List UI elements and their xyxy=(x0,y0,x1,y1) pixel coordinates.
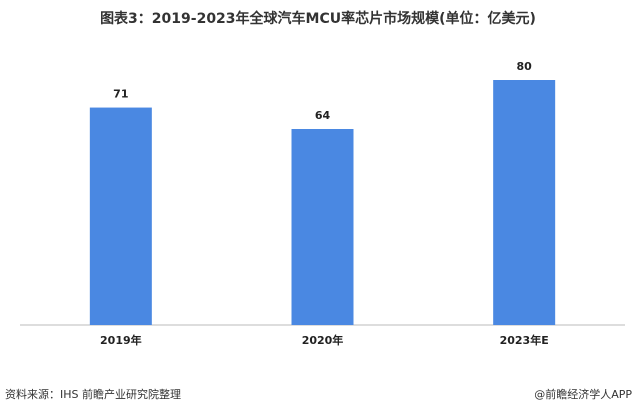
x-tick-label: 2020年 xyxy=(302,333,344,347)
bar xyxy=(493,80,556,325)
x-tick-label: 2019年 xyxy=(100,333,142,347)
bar xyxy=(89,107,152,325)
x-tick-label: 2023年E xyxy=(500,333,549,347)
source-note: 资料来源：IHS 前瞻产业研究院整理 xyxy=(5,387,181,401)
chart-title: 图表3：2019-2023年全球汽车MCU率芯片市场规模(单位：亿美元) xyxy=(100,10,536,27)
data-label: 71 xyxy=(113,88,128,101)
credit: @前瞻经济学人APP xyxy=(534,387,632,401)
data-label: 64 xyxy=(315,109,331,122)
bar xyxy=(291,129,354,325)
data-label: 80 xyxy=(517,60,533,73)
